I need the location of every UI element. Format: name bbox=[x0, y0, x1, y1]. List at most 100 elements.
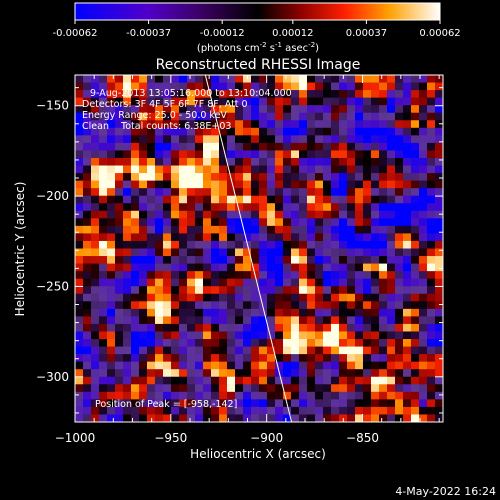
heatmap-cell bbox=[395, 293, 404, 302]
heatmap-cell bbox=[171, 256, 180, 265]
heatmap-cell bbox=[227, 263, 236, 272]
heatmap-cell bbox=[91, 339, 100, 348]
heatmap-cell bbox=[275, 142, 284, 152]
heatmap-cell bbox=[435, 308, 443, 317]
heatmap-cell bbox=[339, 263, 348, 272]
heatmap-cell bbox=[235, 97, 244, 106]
heatmap-cell bbox=[99, 293, 108, 302]
heatmap-cell bbox=[283, 150, 292, 159]
heatmap-cell bbox=[195, 233, 204, 242]
heatmap-cell bbox=[107, 354, 116, 363]
heatmap-cell bbox=[267, 331, 276, 340]
heatmap-cell bbox=[171, 112, 180, 121]
heatmap-cell bbox=[195, 301, 204, 310]
heatmap-cell bbox=[139, 142, 148, 152]
heatmap-cell bbox=[331, 248, 340, 257]
heatmap-cell bbox=[307, 391, 316, 400]
heatmap-cell bbox=[235, 233, 244, 242]
heatmap-cell bbox=[187, 354, 196, 363]
heatmap-cell bbox=[187, 127, 196, 136]
heatmap-cell bbox=[259, 376, 268, 385]
heatmap-cell bbox=[155, 376, 164, 385]
heatmap-cell bbox=[219, 346, 228, 355]
heatmap-cell bbox=[435, 256, 443, 265]
heatmap-cell bbox=[243, 339, 252, 348]
heatmap-cell bbox=[211, 376, 220, 385]
heatmap-cell bbox=[283, 90, 292, 99]
heatmap-cell bbox=[83, 263, 92, 272]
heatmap-cell bbox=[363, 346, 372, 355]
heatmap-cell bbox=[259, 263, 268, 272]
heatmap-cell bbox=[251, 361, 260, 370]
heatmap-cell bbox=[339, 323, 348, 333]
heatmap-cell bbox=[427, 308, 436, 317]
heatmap-cell bbox=[91, 233, 100, 242]
heatmap-cell bbox=[203, 203, 212, 212]
heatmap-cell bbox=[363, 97, 372, 106]
heatmap-cell bbox=[363, 263, 372, 272]
heatmap-cell bbox=[363, 142, 372, 152]
heatmap-cell bbox=[123, 256, 132, 265]
heatmap-cell bbox=[155, 414, 164, 422]
heatmap-cell bbox=[371, 225, 380, 235]
heatmap-cell bbox=[203, 278, 212, 287]
heatmap-cell bbox=[243, 180, 252, 189]
heatmap-cell bbox=[307, 165, 316, 174]
heatmap-cell bbox=[115, 233, 124, 242]
heatmap-cell bbox=[387, 180, 396, 189]
heatmap-cell bbox=[307, 120, 316, 129]
heatmap-cell bbox=[427, 142, 436, 152]
heatmap-cell bbox=[411, 361, 420, 370]
heatmap-cell bbox=[363, 157, 372, 167]
heatmap-cell bbox=[379, 150, 388, 159]
heatmap-cell bbox=[187, 150, 196, 159]
heatmap-cell bbox=[267, 135, 276, 144]
heatmap-cell bbox=[155, 90, 164, 99]
heatmap-cell bbox=[323, 180, 332, 189]
heatmap-cell bbox=[83, 316, 92, 325]
y-tick-label: −200 bbox=[36, 189, 69, 203]
heatmap-cell bbox=[339, 331, 348, 340]
heatmap-cell bbox=[331, 135, 340, 144]
heatmap-cell bbox=[243, 188, 252, 197]
heatmap-cell bbox=[403, 399, 412, 408]
heatmap-cell bbox=[99, 210, 108, 219]
heatmap-cell bbox=[283, 105, 292, 114]
heatmap-cell bbox=[331, 271, 340, 280]
heatmap-cell bbox=[91, 308, 100, 317]
heatmap-cell bbox=[211, 233, 220, 242]
heatmap-cell bbox=[91, 75, 100, 84]
heatmap-cell bbox=[195, 278, 204, 287]
heatmap-cell bbox=[315, 203, 324, 212]
heatmap-cell bbox=[99, 203, 108, 212]
heatmap-cell bbox=[227, 90, 236, 99]
heatmap-cell bbox=[115, 127, 124, 136]
heatmap-cell bbox=[195, 142, 204, 152]
heatmap-cell bbox=[163, 278, 172, 287]
heatmap-cell bbox=[259, 391, 268, 400]
heatmap-cell bbox=[395, 376, 404, 385]
heatmap-cell bbox=[131, 195, 140, 204]
heatmap-cell bbox=[131, 293, 140, 302]
heatmap-cell bbox=[227, 135, 236, 144]
heatmap-cell bbox=[403, 301, 412, 310]
heatmap-cell bbox=[315, 331, 324, 340]
heatmap-cell bbox=[427, 105, 436, 114]
heatmap-cell bbox=[163, 135, 172, 144]
heatmap-cell bbox=[299, 112, 308, 121]
heatmap-cell bbox=[427, 90, 436, 99]
x-axis: −1000 −950 −900 −850 bbox=[55, 75, 440, 445]
chart-title: Reconstructed RHESSI Image bbox=[156, 57, 361, 73]
heatmap-cell bbox=[75, 399, 84, 408]
heatmap-cell bbox=[115, 225, 124, 235]
heatmap-cell bbox=[363, 293, 372, 302]
heatmap-cell bbox=[323, 376, 332, 385]
heatmap-cell bbox=[307, 414, 316, 422]
heatmap-cell bbox=[339, 316, 348, 325]
heatmap-cell bbox=[427, 361, 436, 370]
heatmap-cell bbox=[339, 369, 348, 378]
heatmap-cell bbox=[419, 97, 428, 106]
heatmap-cell bbox=[123, 233, 132, 242]
heatmap-cell bbox=[195, 293, 204, 302]
heatmap-cell bbox=[419, 112, 428, 121]
